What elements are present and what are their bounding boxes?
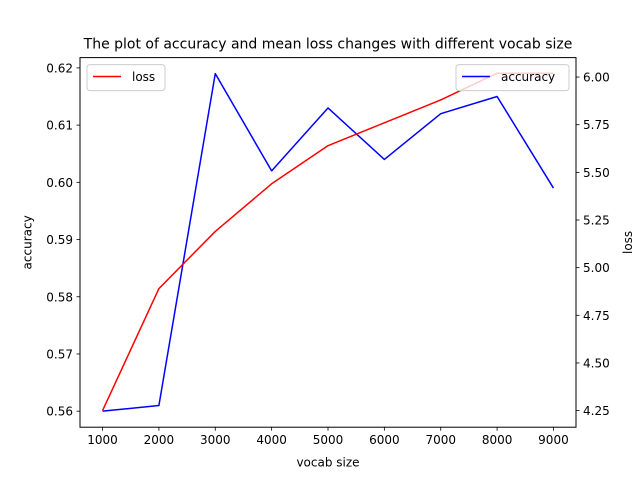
y-left-tick-label: 0.62 (46, 61, 73, 75)
series-line-accuracy (102, 72, 555, 412)
y-left-tick-label: 0.58 (46, 290, 73, 304)
y-right-tick-label: 5.75 (583, 118, 610, 132)
y-left-tick-label: 0.59 (46, 233, 73, 247)
plot-frame (79, 57, 577, 428)
y-right-tick-label: 5.25 (583, 214, 610, 228)
y-left-tick-label: 0.56 (46, 405, 73, 419)
x-tick-label: 3000 (200, 433, 231, 447)
legend-loss-box (86, 64, 166, 92)
x-tick-label: 4000 (256, 433, 287, 447)
y-right-tick-label: 4.25 (583, 404, 610, 418)
x-axis: 1000 2000 3000 4000 5000 6000 7000 8000 9000 (87, 427, 569, 447)
y-right-tick-label: 6.00 (583, 71, 610, 85)
legend-accuracy: accuracy (455, 64, 570, 92)
y-axis-right: 4.25 4.50 4.75 5.00 5.25 5.50 5.75 6.00 (576, 71, 610, 418)
y-axis-left-label: accuracy (21, 215, 35, 269)
x-tick-label: 7000 (425, 433, 456, 447)
y-right-tick-label: 5.50 (583, 166, 610, 180)
legend-loss-label: loss (132, 70, 155, 84)
x-tick-label: 2000 (144, 433, 175, 447)
y-axis-left: 0.56 0.57 0.58 0.59 0.60 0.61 0.62 (46, 61, 80, 419)
y-left-tick-label: 0.60 (46, 176, 73, 190)
y-left-tick-label: 0.61 (46, 119, 73, 133)
y-left-tick-label: 0.57 (46, 347, 73, 361)
y-axis-right-label: loss (621, 231, 635, 254)
x-tick-label: 5000 (313, 433, 344, 447)
legend-loss: loss (86, 64, 166, 92)
chart-title: The plot of accuracy and mean loss chang… (83, 37, 573, 53)
x-tick-label: 8000 (482, 433, 513, 447)
series-line-loss (101, 72, 554, 411)
x-tick-label: 1000 (87, 433, 118, 447)
legend-accuracy-label: accuracy (501, 70, 555, 84)
legend-accuracy-box (455, 64, 570, 92)
y-right-tick-label: 4.50 (583, 356, 610, 370)
x-tick-label: 6000 (369, 433, 400, 447)
x-tick-label: 9000 (538, 433, 569, 447)
y-right-tick-label: 5.00 (583, 261, 610, 275)
x-axis-label: vocab size (296, 456, 359, 470)
y-right-tick-label: 4.75 (583, 309, 610, 323)
series-layer (101, 72, 555, 412)
